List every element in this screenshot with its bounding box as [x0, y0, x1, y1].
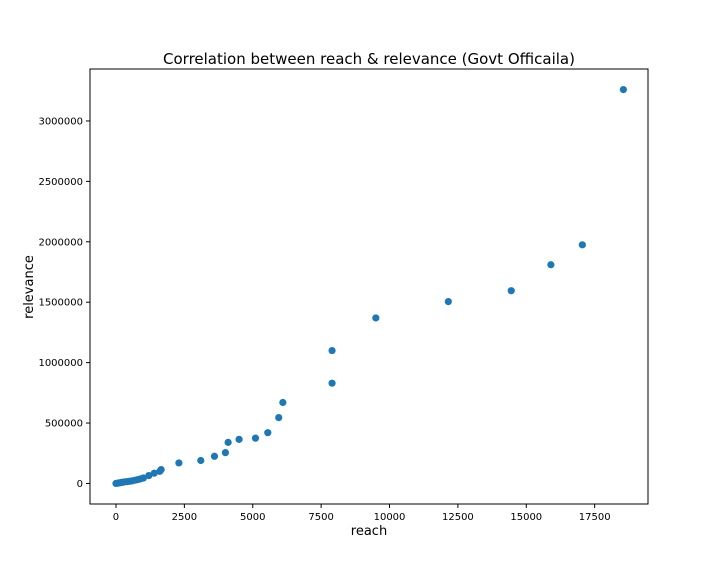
- y-tick-label: 3000000: [38, 116, 83, 127]
- data-point: [264, 429, 272, 437]
- data-point: [444, 298, 452, 306]
- data-point: [224, 438, 232, 446]
- plot-area: [89, 68, 649, 505]
- data-point: [547, 261, 555, 269]
- data-point: [279, 398, 287, 407]
- data-point: [251, 434, 260, 442]
- x-tick-label: 5000: [240, 512, 265, 523]
- data-point: [157, 465, 165, 474]
- data-point: [197, 456, 205, 465]
- data-point: [150, 469, 158, 477]
- y-tick-label: 2500000: [38, 177, 83, 188]
- x-axis-label: reach: [351, 524, 387, 539]
- y-tick-label: 1500000: [38, 298, 83, 309]
- x-tick-label: 17500: [579, 512, 611, 523]
- y-axis: 0 500000 1000000 1500000 2000000 2500000 30000…: [38, 116, 90, 490]
- data-point: [210, 452, 219, 460]
- y-axis-label: relevance: [22, 255, 37, 319]
- data-point: [578, 241, 586, 249]
- data-point: [328, 379, 336, 387]
- x-tick-label: 15000: [510, 512, 542, 523]
- data-point: [235, 435, 243, 443]
- chart-title: Correlation between reach & relevance (G…: [163, 50, 575, 68]
- data-point: [507, 287, 515, 295]
- data-point: [139, 474, 147, 482]
- data-point: [372, 314, 380, 322]
- data-point: [328, 346, 336, 355]
- data-points: [112, 85, 627, 488]
- data-point: [145, 472, 153, 480]
- x-tick-label: 10000: [374, 512, 406, 523]
- data-point: [175, 459, 183, 467]
- x-tick-label: 2500: [172, 512, 197, 523]
- y-tick-label: 500000: [45, 419, 83, 430]
- data-point: [275, 414, 283, 422]
- x-tick-label: 12500: [442, 512, 474, 523]
- data-point: [221, 449, 229, 457]
- data-point: [619, 85, 627, 94]
- y-tick-label: 0: [77, 479, 83, 490]
- x-tick-label: 0: [113, 512, 119, 523]
- x-axis: 0 2500 5000 7500 10000 12500 15000 17500: [113, 504, 611, 523]
- x-tick-label: 7500: [308, 512, 333, 523]
- y-tick-label: 1000000: [38, 358, 83, 369]
- y-tick-label: 2000000: [38, 237, 83, 248]
